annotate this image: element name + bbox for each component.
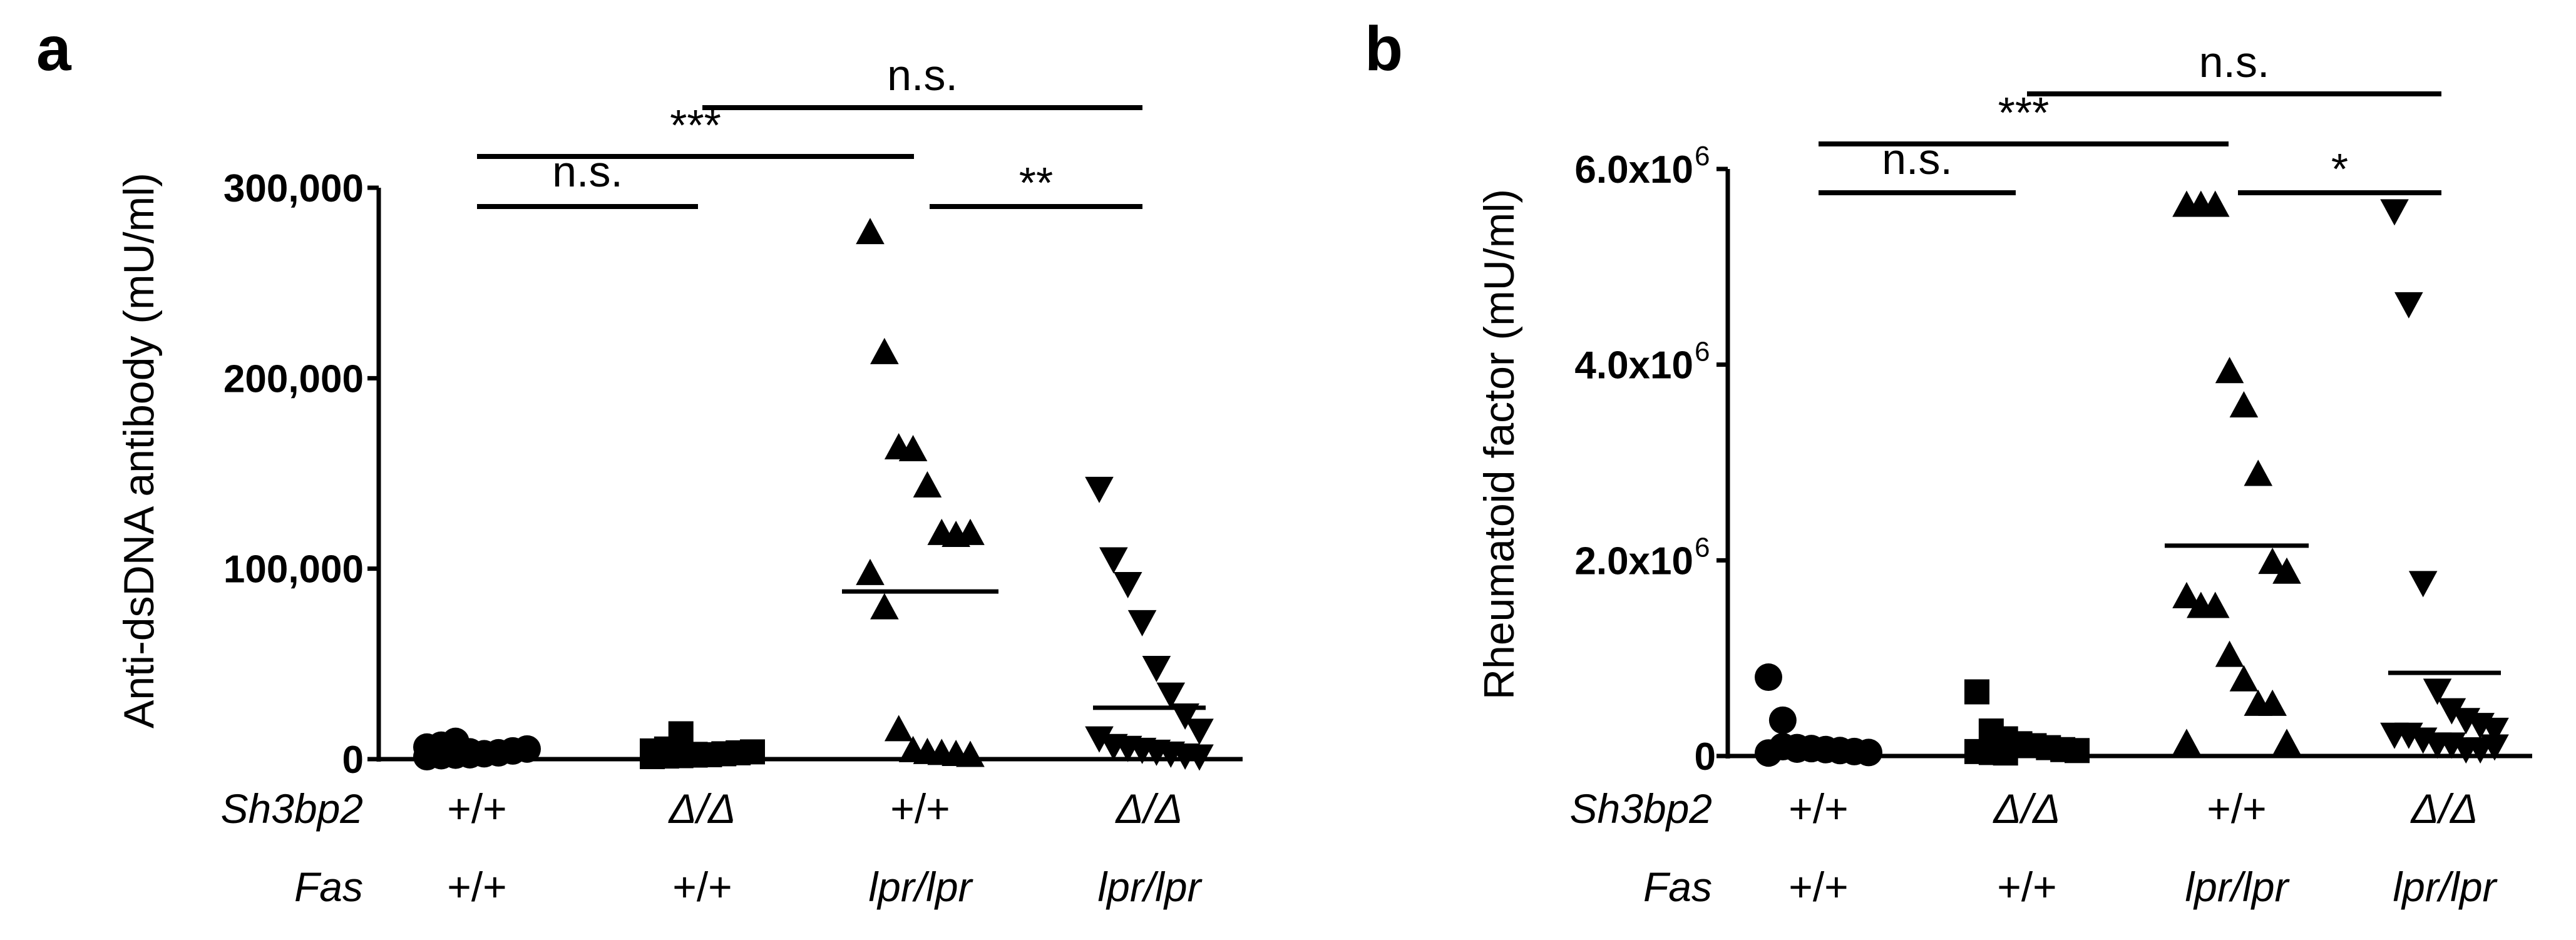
panel-b-group-2-fas: +/+ [1997,864,2056,910]
panel-b-y-axis-label: Rheumatoid factor (mU/ml) [1475,189,1523,700]
panel-a-group-3-point [956,740,985,767]
panel-b-group-1-point [1768,706,1797,734]
panel-b-group-3-sh3bp2: +/+ [2207,785,2266,832]
panel-b-group-2-point [2065,738,2090,764]
panel-b-group-3-point [2272,728,2301,755]
panel-b-group-4-point [2394,292,2423,319]
panel-a-y-tick-label: 0 [342,738,364,782]
panel-a-y-tick-label: 200,000 [223,357,364,401]
panel-a-group-3-point [884,715,913,742]
panel-a-group-3-point [870,593,899,620]
panel-a-group-2-sh3bp2: Δ/Δ [668,785,736,832]
panel-b-y-tick-label: 6.0x10 [1574,148,1693,192]
panel-a-group-1-fas: +/+ [447,864,506,910]
panel-a-group-4-point [1171,703,1199,730]
panel-a-y-axis-label: Anti-dsDNA antibody (mU/ml) [115,173,163,728]
panel-a-group-4-fas: lpr/lpr [1097,864,1203,910]
panel-b-group-4-point [2423,678,2452,705]
panel-a-group-4-point [1085,476,1114,503]
panel-a-group-2-point [682,742,708,767]
panel-a-y-tick-label: 100,000 [223,548,364,591]
panel-a-group-2-fas: +/+ [672,864,732,910]
panel-a-group-1-point [513,735,541,763]
panel-b-group-3-fas: lpr/lpr [2185,864,2290,910]
panel-b-group-3-point [2172,581,2201,608]
panel-b-group-4-fas: lpr/lpr [2393,864,2498,910]
panel-a-group-4-point [1185,744,1214,771]
panel-b-letter: b [1365,14,1403,84]
panel-b-group-1-point [1783,735,1811,763]
panel-b-y-tick-exponent: 6 [1695,337,1710,367]
panel-a-group-3-point [913,471,942,498]
panel-a-comparison-label: ** [1019,158,1053,207]
panel-b-group-2-point [1964,679,1989,705]
panel-a-group-3-point [898,435,928,462]
panel-b-group-1-fas: +/+ [1788,864,1848,910]
panel-b-y-tick-exponent: 6 [1695,532,1710,563]
panel-b-group-3-point [2215,357,2244,384]
panel-a-group-4-point [1156,682,1186,709]
panel-a-group-4-point [1085,726,1114,753]
panel-b-group-4-point [2380,199,2409,226]
panel-a-group-4-point [1113,572,1142,599]
panel-b-group-4-point [2480,734,2509,761]
panel-b-group-3-point [2244,459,2273,486]
panel-b-y-tick-label: 4.0x10 [1574,344,1693,387]
panel-a-group-1-sh3bp2: +/+ [447,785,506,832]
panel-b-group-4-point [2437,698,2466,725]
panel-b-group-3-point [2215,640,2244,667]
panel-a-group-4-point [1127,610,1157,636]
panel-a-group-3-point [870,337,899,364]
panel-a-group-1-point [456,738,484,766]
panel-b-group-4-point [2480,717,2509,744]
panel-a-group-3-point [856,218,885,245]
panel-b-y-tick-exponent: 6 [1695,141,1710,171]
panel-b-group-3-point [2172,728,2201,755]
panel-a-group-4-point [1142,655,1171,682]
panel-a-group-3-point [956,518,985,545]
panel-b-group-1-sh3bp2: +/+ [1788,785,1848,832]
panel-b-group-4-sh3bp2: Δ/Δ [2410,785,2478,832]
panel-b-group-3-point [2200,591,2230,618]
panel-b-group-2-sh3bp2: Δ/Δ [1993,785,2061,832]
panel-a-group-4-point [1099,547,1128,574]
panel-b-y-tick-label: 2.0x10 [1574,539,1693,583]
panel-b-group-1-point [1855,738,1882,767]
panel-b-plot: 02.0x10 64.0x10 66.0x10 6 n.s.****n.s. [1574,38,2532,779]
panel-b-y-tick-label: 0 [1695,735,1716,779]
panel-b-comparison-label: n.s. [2199,38,2270,86]
panel-a-group-3-fas: lpr/lpr [868,864,973,910]
panel-a-group-3-sh3bp2: +/+ [890,785,950,832]
panel-b-comparison-label: * [2331,145,2348,193]
panel-b-group-3-point [2258,548,2287,575]
panel-a-y-tick-label: 300,000 [223,167,364,210]
panel-b-group-4-point [2408,571,2438,598]
panel-a-comparison-label: n.s. [887,51,958,100]
panel-b-group-3-point [2258,689,2287,716]
panel-b-group-3-point [2200,190,2230,217]
panel-b-group-1-point [1755,663,1782,692]
panel-a-letter: a [36,14,72,84]
panel-a-group-2-point [740,739,765,765]
panel-a-group-4-sh3bp2: Δ/Δ [1115,785,1183,832]
panel-b-group-3-point [2229,391,2259,418]
panel-b-group-3-point [2272,557,2301,584]
panel-a-row-label-fas: Fas [294,864,363,910]
panel-a-group-3-point [856,558,885,585]
panel-b-group-3-point [2229,665,2259,692]
panel-a-group-4-point [1185,718,1214,745]
panel-b-row-label-sh3bp2: Sh3bp2 [1569,785,1712,832]
panel-a-row-label-sh3bp2: Sh3bp2 [220,785,363,832]
panel-b-row-label-fas: Fas [1643,864,1712,910]
